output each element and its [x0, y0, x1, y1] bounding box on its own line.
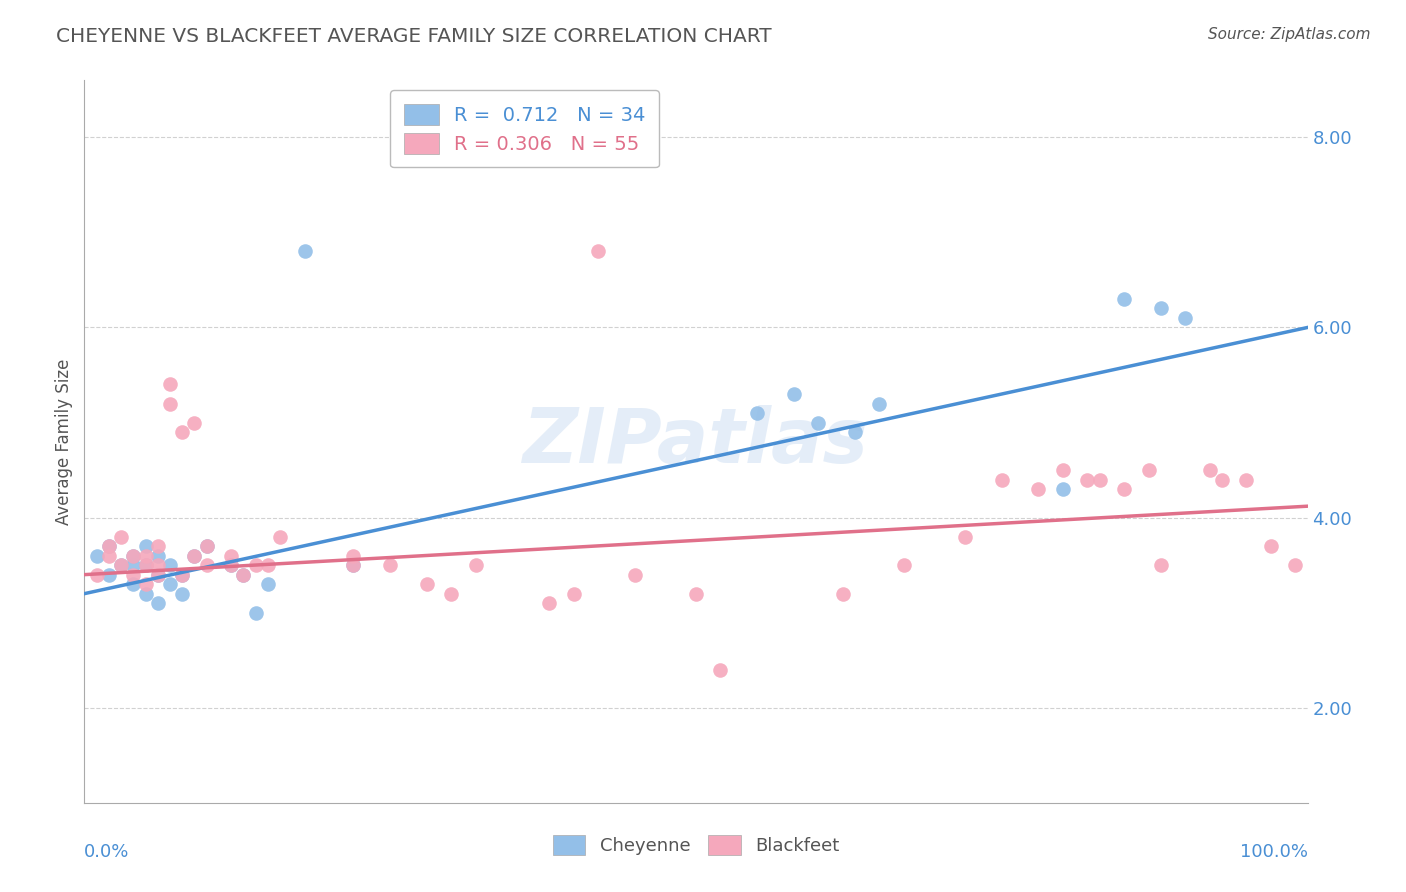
Point	[269, 530, 291, 544]
Legend: Cheyenne, Blackfeet: Cheyenne, Blackfeet	[546, 828, 846, 863]
Point	[146, 549, 169, 563]
Point	[146, 567, 169, 582]
Point	[86, 549, 108, 563]
Point	[135, 587, 157, 601]
Point	[110, 558, 132, 573]
Point	[416, 577, 439, 591]
Text: CHEYENNE VS BLACKFEET AVERAGE FAMILY SIZE CORRELATION CHART: CHEYENNE VS BLACKFEET AVERAGE FAMILY SIZ…	[56, 27, 772, 45]
Point	[122, 549, 145, 563]
Point	[294, 244, 316, 259]
Point	[245, 558, 267, 573]
Point	[135, 558, 157, 573]
Point	[624, 567, 647, 582]
Point	[110, 558, 132, 573]
Point	[831, 587, 853, 601]
Point	[183, 549, 205, 563]
Point	[172, 567, 194, 582]
Point	[219, 558, 242, 573]
Point	[183, 416, 205, 430]
Point	[342, 558, 364, 573]
Point	[172, 587, 194, 601]
Point	[172, 425, 194, 439]
Point	[232, 567, 254, 582]
Text: 100.0%: 100.0%	[1240, 843, 1308, 861]
Point	[991, 473, 1014, 487]
Point	[1137, 463, 1160, 477]
Point	[257, 577, 280, 591]
Point	[1150, 301, 1173, 316]
Point	[380, 558, 402, 573]
Y-axis label: Average Family Size: Average Family Size	[55, 359, 73, 524]
Point	[953, 530, 976, 544]
Point	[146, 596, 169, 610]
Point	[110, 530, 132, 544]
Point	[464, 558, 486, 573]
Point	[183, 549, 205, 563]
Point	[122, 567, 145, 582]
Point	[807, 416, 830, 430]
Point	[685, 587, 707, 601]
Point	[232, 567, 254, 582]
Point	[159, 396, 181, 410]
Point	[97, 539, 120, 553]
Point	[122, 549, 145, 563]
Point	[86, 567, 108, 582]
Point	[1284, 558, 1306, 573]
Point	[172, 567, 194, 582]
Point	[1236, 473, 1258, 487]
Point	[97, 549, 120, 563]
Text: Source: ZipAtlas.com: Source: ZipAtlas.com	[1208, 27, 1371, 42]
Point	[709, 663, 731, 677]
Point	[159, 558, 181, 573]
Point	[195, 539, 218, 553]
Text: ZIPatlas: ZIPatlas	[523, 405, 869, 478]
Point	[1211, 473, 1233, 487]
Point	[1260, 539, 1282, 553]
Point	[1028, 482, 1050, 496]
Point	[135, 558, 157, 573]
Point	[342, 558, 364, 573]
Point	[159, 377, 181, 392]
Point	[586, 244, 609, 259]
Point	[1114, 482, 1136, 496]
Point	[1150, 558, 1173, 573]
Point	[844, 425, 866, 439]
Point	[195, 539, 218, 553]
Point	[342, 549, 364, 563]
Point	[219, 549, 242, 563]
Point	[869, 396, 891, 410]
Point	[122, 577, 145, 591]
Point	[1052, 463, 1074, 477]
Point	[747, 406, 769, 420]
Point	[562, 587, 585, 601]
Point	[135, 577, 157, 591]
Point	[538, 596, 561, 610]
Point	[97, 539, 120, 553]
Point	[146, 539, 169, 553]
Point	[1174, 310, 1197, 325]
Point	[893, 558, 915, 573]
Point	[783, 387, 806, 401]
Point	[440, 587, 463, 601]
Point	[135, 539, 157, 553]
Point	[122, 558, 145, 573]
Point	[97, 567, 120, 582]
Point	[257, 558, 280, 573]
Text: 0.0%: 0.0%	[84, 843, 129, 861]
Point	[1052, 482, 1074, 496]
Point	[146, 567, 169, 582]
Point	[135, 549, 157, 563]
Point	[219, 558, 242, 573]
Point	[245, 606, 267, 620]
Point	[195, 558, 218, 573]
Point	[1114, 292, 1136, 306]
Point	[1076, 473, 1098, 487]
Point	[159, 577, 181, 591]
Point	[1198, 463, 1220, 477]
Point	[1088, 473, 1111, 487]
Point	[146, 558, 169, 573]
